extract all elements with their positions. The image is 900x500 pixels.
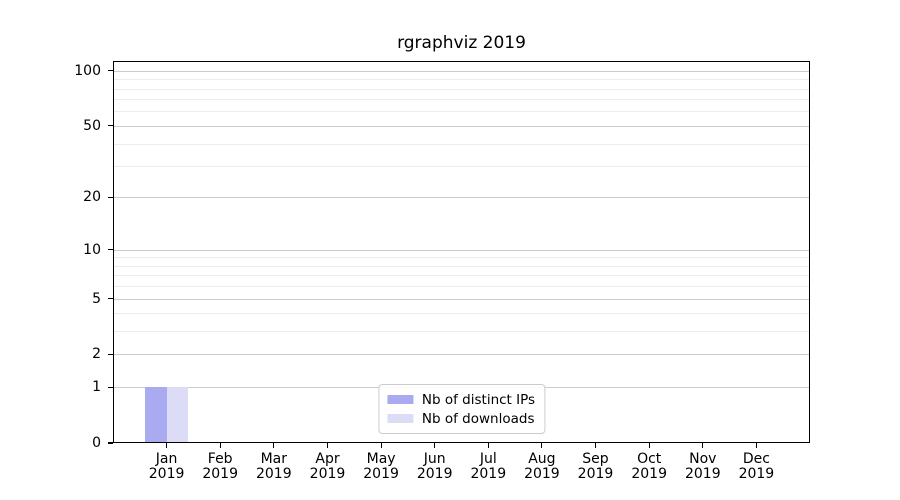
y-tick-label: 5 xyxy=(92,290,101,307)
legend-item-downloads: Nb of downloads xyxy=(386,409,535,428)
legend-item-distinct-ips: Nb of distinct IPs xyxy=(386,390,536,409)
x-tick-label-jul: Jul 2019 xyxy=(470,451,507,482)
x-tick-label-mar: Mar 2019 xyxy=(255,451,292,482)
x-tick-mark xyxy=(648,443,650,448)
major-gridline xyxy=(113,249,810,251)
major-gridline xyxy=(113,125,810,127)
legend-swatch-downloads xyxy=(386,414,413,423)
legend: Nb of distinct IPs Nb of downloads xyxy=(377,384,546,434)
minor-gridline xyxy=(113,257,810,259)
x-tick-mark xyxy=(273,443,275,448)
x-tick-mark xyxy=(326,443,329,448)
y-tick-mark xyxy=(108,249,113,251)
minor-gridline xyxy=(113,275,810,277)
minor-gridline xyxy=(113,286,810,288)
x-tick-mark xyxy=(594,443,597,448)
minor-gridline xyxy=(113,143,810,145)
legend-label-downloads: Nb of downloads xyxy=(421,410,535,427)
minor-gridline xyxy=(113,166,810,167)
y-tick-mark xyxy=(108,70,113,72)
x-tick-label-dec: Dec 2019 xyxy=(738,451,775,482)
plot-area: Nb of distinct IPs Nb of downloads 0 1 2 5 1… xyxy=(74,61,810,482)
x-tick-label-oct: Oct 2019 xyxy=(631,451,667,482)
major-gridline xyxy=(113,197,810,199)
x-tick-mark xyxy=(166,443,168,448)
x-tick-mark xyxy=(380,443,382,448)
y-tick-label: 10 xyxy=(83,241,101,258)
minor-gridline xyxy=(113,111,810,113)
y-tick-mark xyxy=(108,297,113,300)
y-tick-label: 20 xyxy=(83,189,101,206)
x-tick-label-jan: Jan 2019 xyxy=(148,451,185,482)
y-tick-mark xyxy=(108,196,113,198)
y-tick-mark xyxy=(108,386,113,388)
x-tick-label-aug: Aug 2019 xyxy=(524,451,560,482)
x-tick-label-sep: Sep 2019 xyxy=(577,451,614,482)
x-tick-mark xyxy=(541,443,543,448)
x-tick-mark xyxy=(487,443,489,448)
bar-jan-downloads xyxy=(166,387,188,443)
x-tick-mark xyxy=(755,443,757,448)
x-tick-label-jun: Jun 2019 xyxy=(416,451,453,482)
bar-jan-distinct-ips xyxy=(145,387,167,443)
x-tick-mark xyxy=(219,443,221,448)
legend-label-distinct-ips: Nb of distinct IPs xyxy=(421,391,536,408)
minor-gridline xyxy=(113,79,810,81)
x-tick-label-feb: Feb 2019 xyxy=(202,451,238,482)
chart-title: rgraphviz 2019 xyxy=(397,33,526,53)
minor-gridline xyxy=(113,265,810,267)
y-tick-mark xyxy=(108,125,113,127)
legend-swatch-distinct-ips xyxy=(386,395,413,404)
y-tick-label: 1 xyxy=(92,379,101,396)
y-tick-label: 2 xyxy=(92,346,101,363)
x-tick-mark xyxy=(434,443,436,448)
major-gridline xyxy=(113,354,810,356)
y-tick-label: 100 xyxy=(74,62,101,79)
major-gridline xyxy=(113,298,810,300)
y-tick-mark xyxy=(108,442,113,444)
minor-gridline xyxy=(113,331,810,333)
minor-gridline xyxy=(113,99,810,101)
y-tick-label: 50 xyxy=(83,117,101,134)
minor-gridline xyxy=(113,313,810,315)
x-tick-label-nov: Nov 2019 xyxy=(684,451,721,482)
x-tick-label-apr: Apr 2019 xyxy=(309,451,346,482)
y-tick-mark xyxy=(108,353,113,355)
major-gridline xyxy=(113,70,810,72)
x-tick-label-may: May 2019 xyxy=(363,451,399,482)
minor-gridline xyxy=(113,88,810,90)
y-tick-label: 0 xyxy=(92,435,101,451)
x-tick-mark xyxy=(702,443,704,448)
